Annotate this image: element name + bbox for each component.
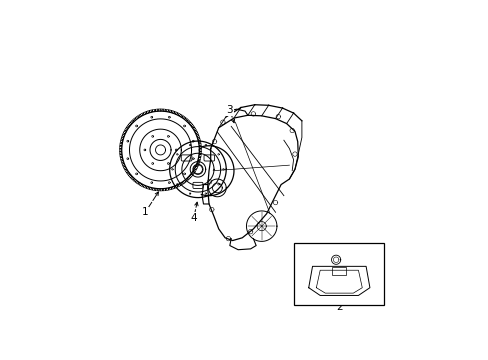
Text: 1: 1 — [142, 207, 148, 217]
Text: 2: 2 — [335, 302, 342, 311]
Text: 3: 3 — [226, 105, 233, 115]
Text: 4: 4 — [190, 213, 197, 223]
Bar — [331, 267, 345, 275]
Bar — [293, 243, 383, 305]
